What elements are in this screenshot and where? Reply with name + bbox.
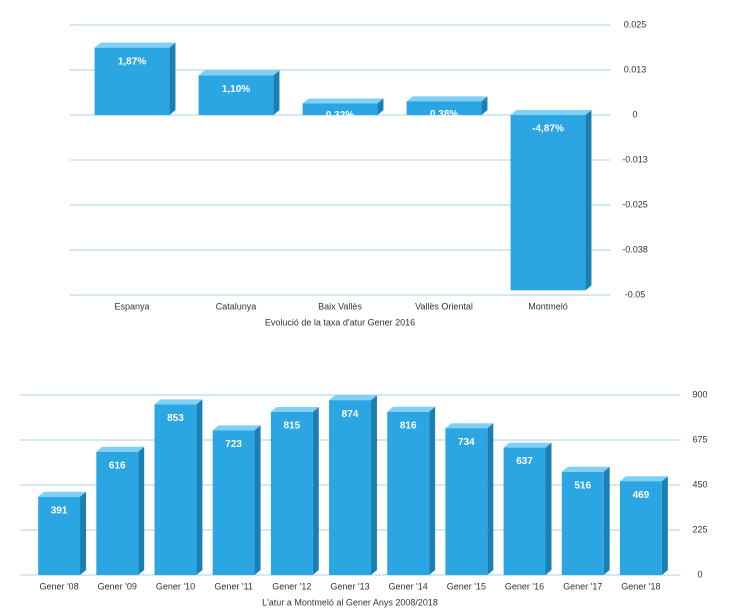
- bar-side: [429, 406, 436, 575]
- bar: [94, 47, 170, 115]
- bar-top: [387, 406, 436, 412]
- x-tick-label: Gener '12: [272, 581, 311, 591]
- bar-side: [312, 407, 319, 575]
- value-label: 734: [458, 437, 475, 448]
- bar: [503, 447, 546, 575]
- y-tick-label: -0.013: [622, 154, 648, 164]
- value-label: 1,10%: [222, 84, 250, 95]
- x-tick-label: Gener '14: [389, 581, 428, 591]
- bar-side: [481, 96, 488, 115]
- bar: [329, 400, 371, 575]
- x-axis-title: L'atur a Montmeló al Gener Anys 2008/201…: [262, 597, 438, 607]
- y-tick-label: 0.025: [624, 19, 647, 29]
- x-tick-label: Gener '13: [330, 581, 369, 591]
- value-label: 616: [109, 460, 126, 471]
- value-label: 391: [51, 505, 68, 516]
- bar: [212, 430, 255, 575]
- bar-top: [445, 423, 494, 429]
- x-tick-label: Gener '18: [621, 581, 660, 591]
- bar-top: [96, 446, 145, 452]
- bar-side: [603, 466, 610, 575]
- bar: [561, 471, 604, 575]
- y-tick-label: -0.038: [622, 244, 648, 254]
- value-label: 0,38%: [430, 109, 458, 120]
- bar-side: [661, 476, 668, 575]
- bar-side: [196, 399, 203, 575]
- bar-top: [329, 395, 377, 401]
- bar-top: [302, 98, 384, 104]
- value-label: 516: [574, 480, 591, 491]
- y-tick-label: -0.05: [625, 289, 646, 299]
- x-tick-label: Gener '09: [98, 581, 137, 591]
- bar-top: [503, 442, 552, 448]
- bar-side: [273, 70, 280, 115]
- value-label: 469: [633, 490, 650, 501]
- x-tick-label: Baix Vallès: [318, 301, 362, 311]
- bar-top: [154, 399, 203, 405]
- x-tick-label: Gener '15: [447, 581, 486, 591]
- x-tick-label: Gener '17: [563, 581, 602, 591]
- x-tick-label: Espanya: [114, 301, 149, 311]
- bar-top: [38, 491, 87, 497]
- x-tick-label: Gener '16: [505, 581, 544, 591]
- bar-side: [370, 395, 377, 575]
- bar-top: [619, 476, 668, 482]
- x-tick-label: Vallès Oriental: [415, 301, 473, 311]
- value-label: -4,87%: [532, 124, 564, 135]
- bar: [302, 103, 378, 115]
- x-tick-label: Catalunya: [216, 301, 257, 311]
- x-tick-label: Gener '10: [156, 581, 195, 591]
- x-tick-label: Montmeló: [528, 301, 568, 311]
- y-tick-label: -0.025: [622, 199, 648, 209]
- value-label: 1,87%: [118, 56, 146, 67]
- bar: [406, 101, 482, 115]
- value-label: 815: [283, 421, 300, 432]
- y-tick-label: 0: [632, 109, 637, 119]
- value-label: 0,32%: [326, 110, 354, 121]
- value-label: 874: [342, 409, 359, 420]
- bar-side: [138, 446, 145, 575]
- bar: [619, 481, 662, 575]
- y-tick-label: 675: [692, 434, 707, 444]
- bar: [510, 115, 586, 291]
- bar: [96, 451, 139, 575]
- bar-side: [169, 42, 176, 115]
- y-tick-label: 0: [697, 569, 702, 579]
- bar: [445, 428, 488, 575]
- bar: [198, 75, 274, 115]
- value-label: 853: [167, 413, 184, 424]
- value-label: 637: [516, 456, 533, 467]
- bar-side: [254, 425, 261, 575]
- value-label: 723: [225, 439, 242, 450]
- bar-side: [80, 491, 87, 575]
- bar-side: [585, 110, 592, 291]
- y-tick-label: 450: [692, 479, 707, 489]
- bar-top: [406, 96, 488, 102]
- bar-top: [510, 110, 592, 115]
- x-tick-label: Gener '08: [39, 581, 78, 591]
- bar-side: [487, 423, 494, 575]
- y-tick-label: 225: [692, 524, 707, 534]
- x-axis-title: Evolució de la taxa d'atur Gener 2016: [265, 317, 415, 327]
- bar-top: [198, 70, 280, 76]
- y-tick-label: 0.013: [624, 64, 647, 74]
- bar: [38, 496, 81, 575]
- value-label: 816: [400, 420, 417, 431]
- bar-top: [94, 42, 176, 48]
- bar-side: [545, 442, 552, 575]
- bar-top: [270, 407, 319, 412]
- bar-top: [561, 466, 610, 472]
- bar-top: [212, 425, 261, 431]
- bar: [270, 412, 313, 575]
- x-tick-label: Gener '11: [214, 581, 253, 591]
- bar: [154, 404, 197, 575]
- bar-side: [377, 98, 384, 115]
- y-tick-label: 900: [692, 389, 707, 399]
- bar: [387, 411, 430, 575]
